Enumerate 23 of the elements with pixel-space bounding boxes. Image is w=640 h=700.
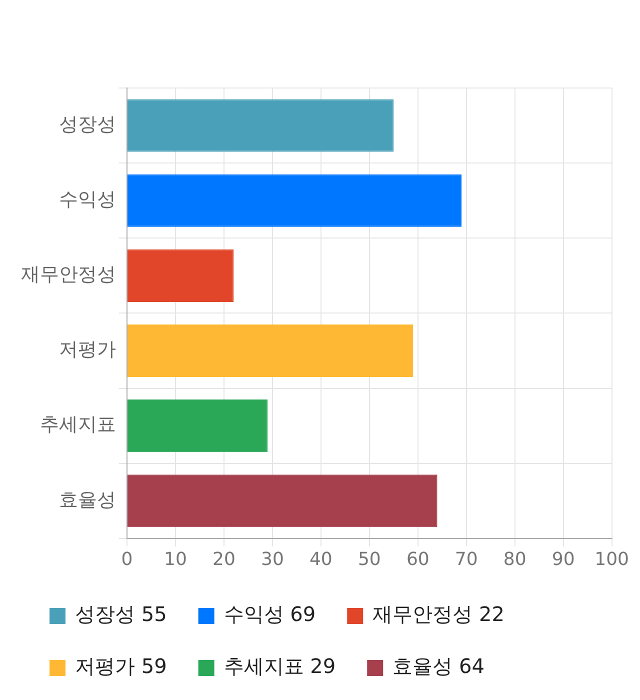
y-tick-label: 재무안정성 bbox=[21, 264, 116, 286]
x-tick-label: 100 bbox=[594, 548, 629, 570]
x-tick-label: 60 bbox=[406, 548, 430, 570]
y-tick-label: 저평가 bbox=[59, 338, 116, 361]
x-tick-label: 20 bbox=[212, 548, 236, 570]
y-tick-label: 효율성 bbox=[59, 488, 116, 511]
legend-label: 추세지표 29 bbox=[224, 654, 336, 678]
x-tick-label: 40 bbox=[309, 548, 332, 570]
legend-label: 재무안정성 22 bbox=[372, 602, 504, 626]
x-tick-label: 50 bbox=[358, 548, 381, 570]
legend-label: 효율성 64 bbox=[392, 654, 484, 678]
y-tick-label: 성장성 bbox=[59, 113, 116, 136]
x-tick-label: 30 bbox=[260, 548, 284, 570]
legend-label: 수익성 69 bbox=[224, 602, 316, 626]
y-tick-label: 수익성 bbox=[59, 188, 116, 211]
x-tick-label: 80 bbox=[503, 548, 526, 570]
y-tick-label: 추세지표 bbox=[40, 414, 116, 436]
legend-label: 성장성 55 bbox=[75, 602, 167, 626]
x-tick-label: 70 bbox=[454, 548, 478, 570]
legend-label: 저평가 59 bbox=[75, 654, 167, 678]
x-tick-label: 0 bbox=[121, 548, 133, 570]
x-tick-label: 10 bbox=[164, 548, 187, 570]
x-tick-label: 90 bbox=[552, 548, 575, 570]
